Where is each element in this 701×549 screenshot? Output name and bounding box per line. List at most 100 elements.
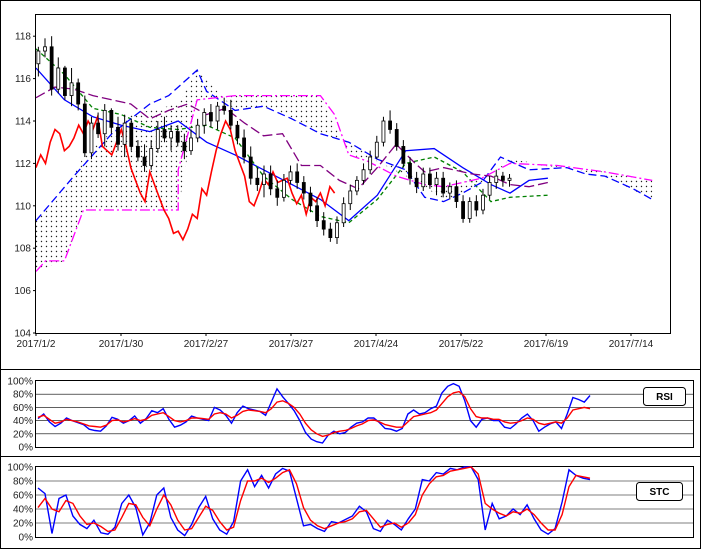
candle-body bbox=[82, 103, 87, 154]
rsi-y-tick-label: 40% bbox=[13, 416, 33, 427]
candle-body bbox=[434, 177, 439, 186]
candle-body bbox=[228, 110, 233, 126]
candle-body bbox=[308, 192, 313, 207]
rsi-legend-box bbox=[643, 387, 686, 406]
candle-body bbox=[341, 203, 346, 224]
candle-body bbox=[268, 173, 273, 190]
rsi-y-tick-label: 100% bbox=[7, 377, 33, 388]
stc-slow-line bbox=[37, 466, 591, 533]
candle-body bbox=[361, 169, 366, 181]
candle-body bbox=[295, 171, 300, 183]
rsi-y-tick-label: 80% bbox=[13, 390, 33, 401]
stc-y-tick-label: 100% bbox=[7, 463, 33, 474]
stc-legend-box bbox=[636, 482, 683, 501]
candle-body bbox=[122, 122, 127, 145]
candle-body bbox=[487, 182, 492, 196]
candle-body bbox=[447, 186, 452, 194]
span-b-line bbox=[36, 94, 653, 272]
rsi-plot-frame bbox=[35, 380, 694, 448]
candle-body bbox=[189, 137, 193, 152]
stc-y-tick-label: 20% bbox=[13, 519, 33, 530]
candle-body bbox=[89, 122, 94, 154]
x-tick-label: 2017/5/22 bbox=[439, 339, 484, 350]
stc-y-tick-label: 40% bbox=[13, 505, 33, 516]
candle-body bbox=[408, 162, 412, 179]
candle-body bbox=[248, 156, 253, 179]
x-tick-label: 2017/6/19 bbox=[524, 339, 569, 350]
candle-body bbox=[394, 129, 399, 147]
candle-body bbox=[335, 222, 339, 238]
candle-body bbox=[461, 201, 465, 219]
candle-body bbox=[315, 205, 319, 222]
candle-body bbox=[467, 201, 472, 219]
candle-body bbox=[162, 129, 167, 139]
candle-body bbox=[129, 122, 134, 147]
rsi-y-tick-label: 60% bbox=[13, 403, 33, 414]
candle-body bbox=[235, 124, 240, 139]
y-tick-label: 118 bbox=[15, 32, 31, 43]
y-tick-label: 114 bbox=[15, 117, 31, 128]
y-tick-label: 104 bbox=[14, 329, 31, 340]
x-tick-label: 2017/2/27 bbox=[184, 339, 229, 350]
candle-body bbox=[427, 173, 432, 185]
x-tick-label: 2017/1/2 bbox=[17, 339, 56, 350]
candle-body bbox=[454, 186, 459, 202]
candle-body bbox=[215, 105, 220, 122]
candle-body bbox=[282, 179, 286, 198]
candle-body bbox=[102, 110, 107, 135]
candle-body bbox=[288, 171, 293, 181]
candle-body bbox=[262, 173, 266, 185]
span-a-line bbox=[36, 69, 653, 222]
candle-body bbox=[155, 129, 160, 149]
candle-body bbox=[169, 131, 173, 139]
candle-body bbox=[195, 124, 200, 139]
x-tick-label: 2017/1/30 bbox=[99, 339, 144, 350]
candle-body bbox=[209, 112, 213, 122]
candle-body bbox=[175, 131, 180, 143]
price-plot-area bbox=[36, 36, 653, 272]
candle-body bbox=[354, 179, 359, 192]
stc-legend-label: STC bbox=[650, 487, 670, 498]
candle-body bbox=[474, 201, 479, 211]
stc-plot-frame bbox=[35, 466, 694, 538]
y-tick-label: 110 bbox=[15, 201, 31, 212]
candle-body bbox=[441, 177, 446, 194]
candle-body bbox=[182, 141, 187, 152]
rsi-slow-line bbox=[37, 390, 591, 438]
candle-body bbox=[401, 146, 406, 164]
stc-plot-area: 0% 20% 40% 60% 80% 100% bbox=[7, 463, 693, 544]
candle-body bbox=[388, 120, 392, 130]
candle-body bbox=[328, 228, 333, 238]
y-tick-label: 112 bbox=[15, 159, 31, 170]
candle-body bbox=[500, 175, 505, 181]
y-tick-label: 106 bbox=[14, 286, 31, 297]
candle-body bbox=[255, 177, 260, 186]
candle-body bbox=[149, 148, 154, 166]
candle-body bbox=[374, 141, 379, 158]
rsi-plot-area: 0% 20% 40% 60% 80% 100% bbox=[7, 377, 693, 454]
candle-body bbox=[481, 194, 485, 211]
candle-body bbox=[96, 122, 100, 135]
candle-body bbox=[301, 182, 306, 194]
candle-body bbox=[49, 46, 54, 90]
y-tick-label: 116 bbox=[15, 74, 31, 85]
rsi-y-tick-label: 20% bbox=[13, 429, 33, 440]
candle-body bbox=[43, 46, 47, 52]
stc-y-tick-label: 80% bbox=[13, 477, 33, 488]
candle-body bbox=[202, 112, 207, 126]
candle-body bbox=[36, 50, 41, 65]
rsi-y-tick-label: 0% bbox=[19, 443, 34, 454]
y-tick-label: 108 bbox=[14, 244, 31, 255]
x-tick-label: 2017/4/24 bbox=[354, 339, 399, 350]
stc-y-tick-label: 0% bbox=[19, 533, 34, 544]
rsi-legend-label: RSI bbox=[656, 392, 673, 403]
candle-body bbox=[321, 220, 326, 230]
candle-body bbox=[414, 177, 419, 188]
candle-body bbox=[348, 190, 353, 205]
candle-body bbox=[494, 175, 499, 183]
candle-body bbox=[142, 156, 147, 166]
x-tick-label: 2017/7/14 bbox=[609, 339, 654, 350]
price-axes: 104 106 108 110 112 114 116 118 2017/1/2 2017/1/3… bbox=[14, 32, 653, 350]
